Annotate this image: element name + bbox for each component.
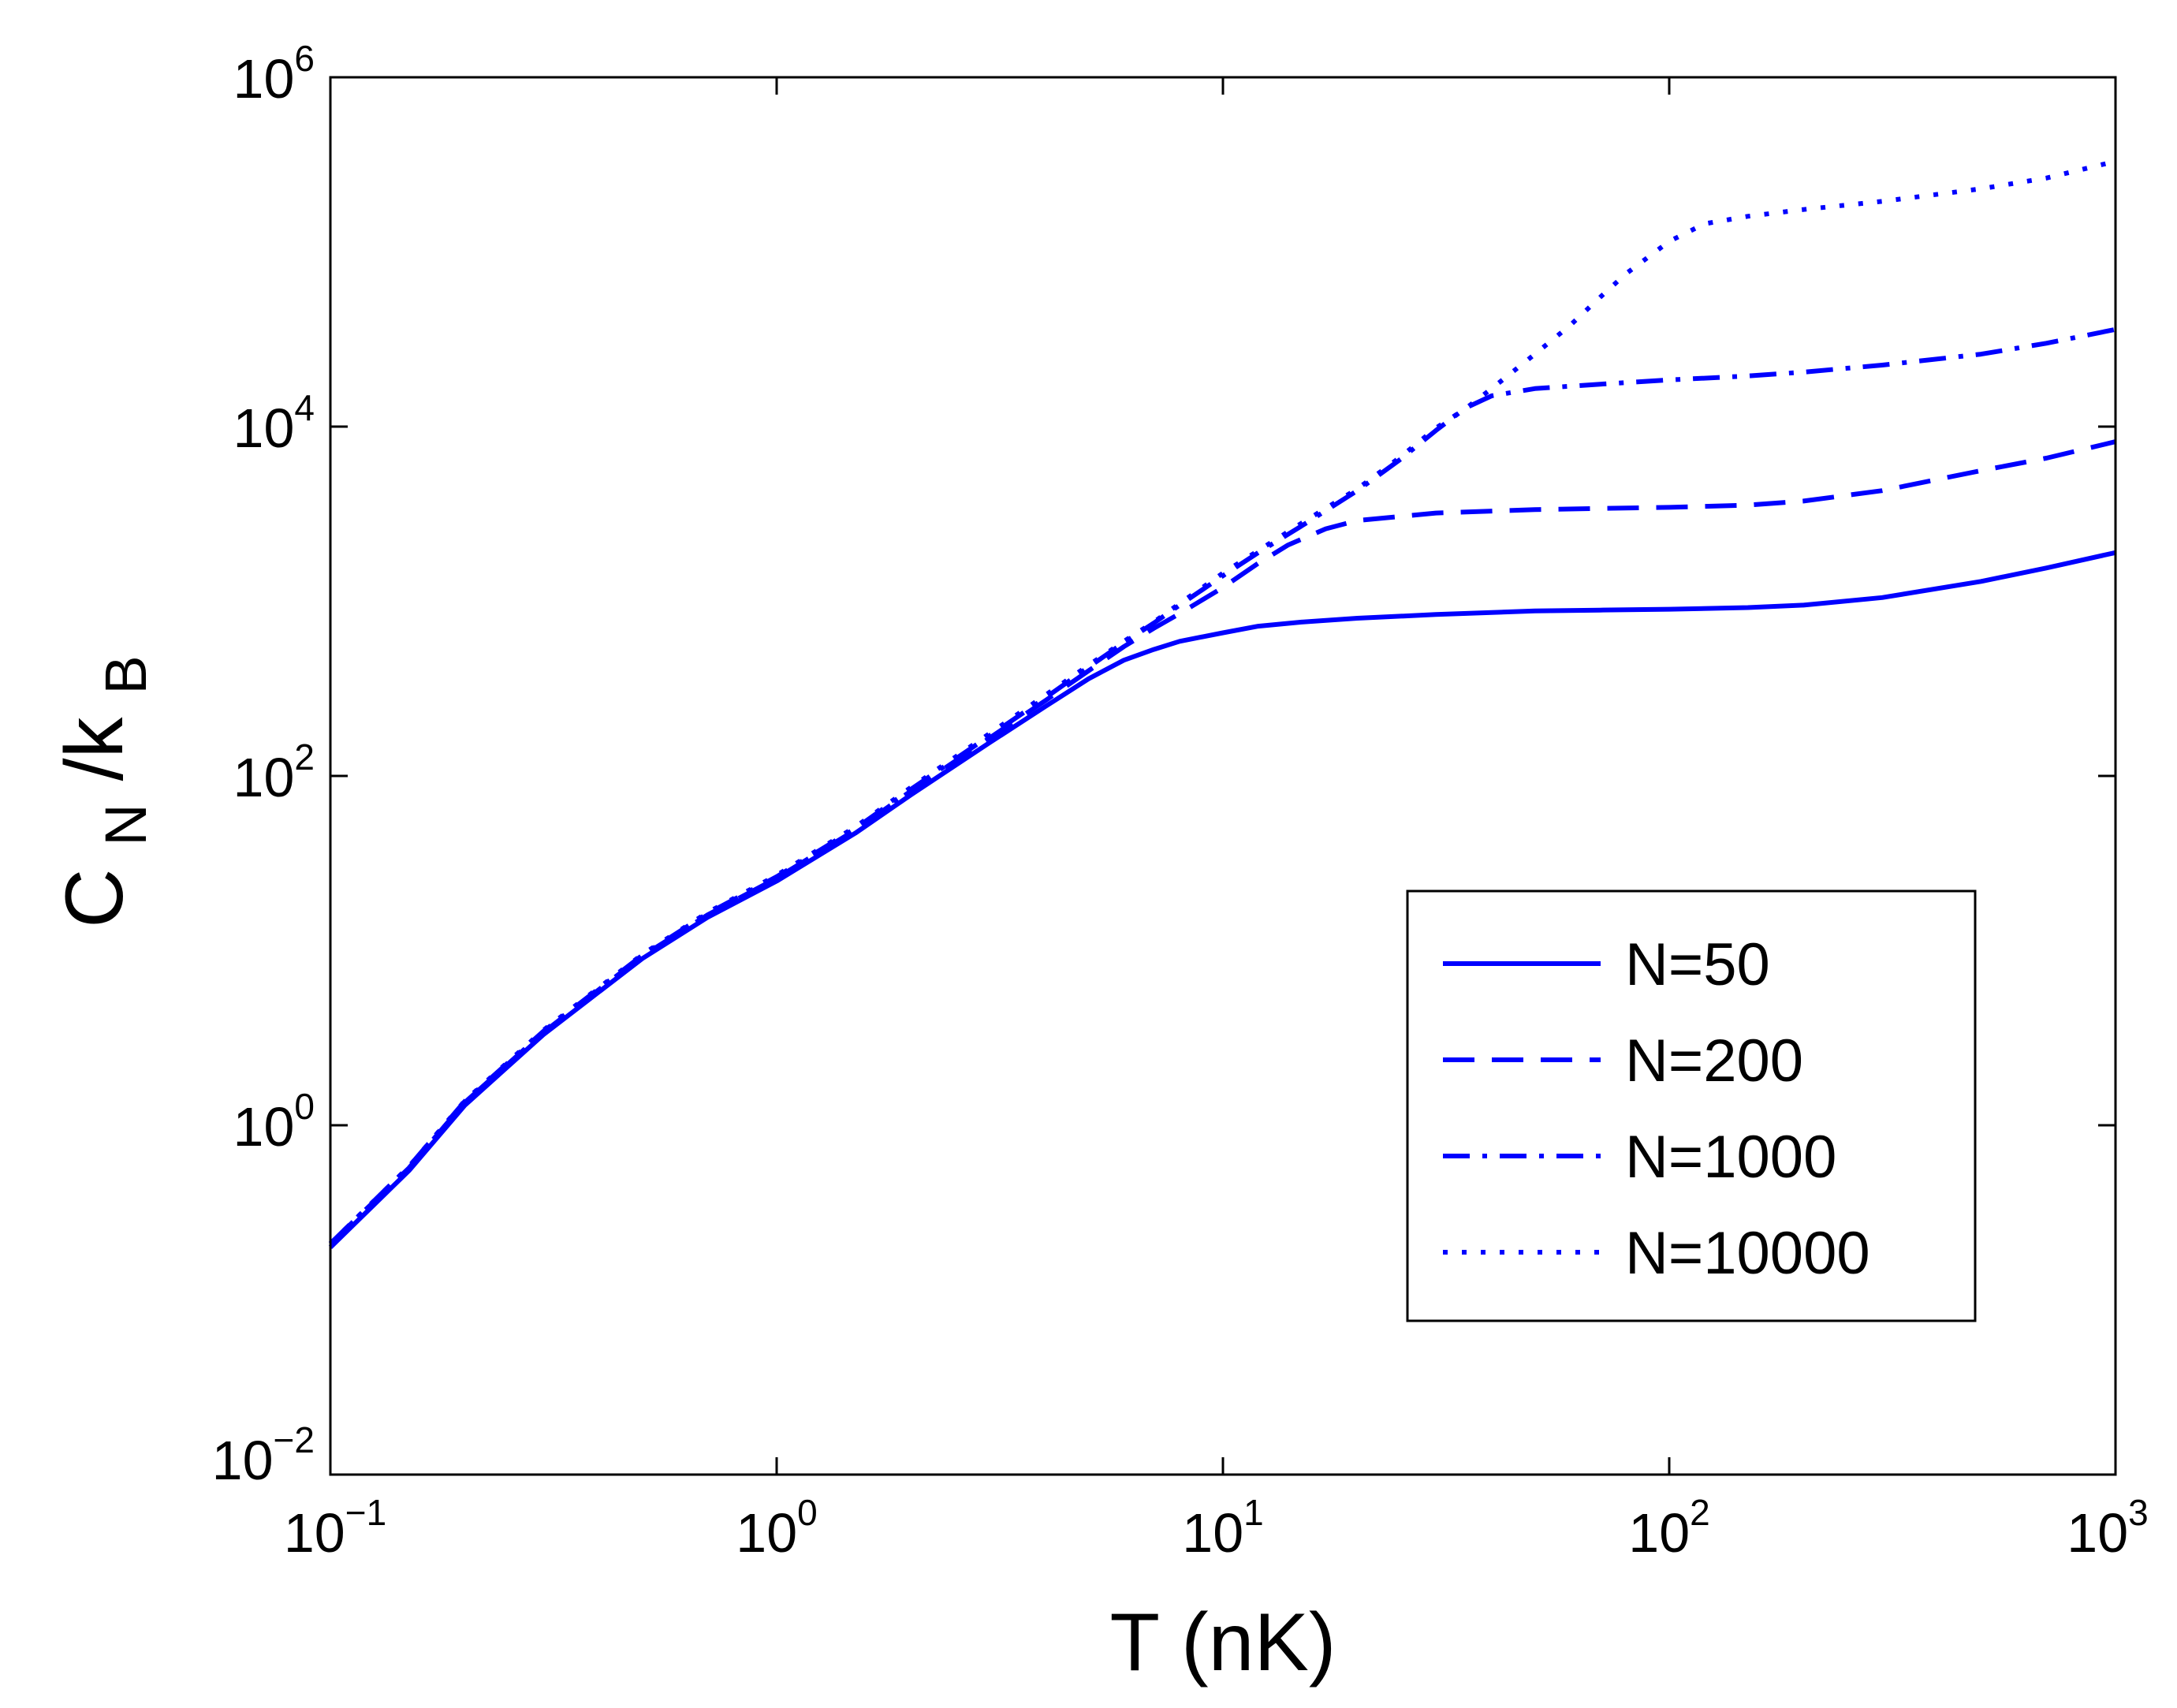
x-tick-label-base: 10 [284,1502,345,1564]
y-tick-label-exp: 6 [294,38,315,79]
x-tick-label-exp: −1 [345,1492,386,1533]
y-tick-label: 104 [233,387,315,459]
y-tick-label-base: 10 [233,1096,295,1158]
series-line-n-10000 [328,158,2116,1246]
x-tick-label: 103 [2067,1492,2148,1564]
x-tick-label: 102 [1628,1492,1709,1564]
x-tick-label: 10−1 [284,1492,386,1564]
x-tick-label-base: 10 [736,1502,797,1564]
x-tick-label: 101 [1182,1492,1263,1564]
legend-items: N=50 N=200 N=1000 N=10000 [1443,931,1870,1287]
y-tick-label-base: 10 [212,1430,274,1491]
y-tick-label-base: 10 [233,747,295,808]
series-line-n-200 [328,439,2116,1246]
y-tick-label-exp: 4 [294,387,315,428]
y-tick-label: 106 [233,38,315,110]
series-line-n-1000 [328,326,2116,1246]
y-tick-label-base: 10 [233,48,295,110]
y-axis-title-base: C [49,869,140,928]
series-layer [328,158,2116,1249]
series-line-n-50 [328,550,2116,1249]
x-tick-label-exp: 1 [1243,1492,1264,1533]
x-axis-title: T (nK) [1109,1597,1336,1688]
legend-label-n-1000: N=1000 [1625,1124,1836,1191]
y-tick-label-exp: −2 [274,1419,315,1460]
y-tick-label-exp: 0 [294,1086,315,1127]
x-tick-label-exp: 3 [2128,1492,2149,1533]
x-tick-label-base: 10 [2067,1502,2128,1564]
y-axis-title-sub2: B [93,655,158,694]
y-axis-title-sub1: N [93,804,158,845]
y-tick-label-exp: 2 [294,737,315,778]
legend-label-n-10000: N=10000 [1625,1220,1870,1287]
x-tick-label-exp: 2 [1690,1492,1710,1533]
x-tick-label-base: 10 [1182,1502,1243,1564]
y-tick-label: 102 [233,737,315,808]
y-tick-label: 100 [233,1086,315,1158]
legend-label-n-50: N=50 [1625,931,1770,998]
x-tick-label-exp: 0 [797,1492,818,1533]
y-axis-title: C N /k B [49,655,164,928]
x-tick-label-base: 10 [1628,1502,1690,1564]
y-tick-label: 10−2 [212,1419,315,1491]
y-axis-title-mid: /k [49,717,140,781]
y-tick-label-base: 10 [233,397,295,459]
legend: N=50 N=200 N=1000 N=10000 [1406,889,1977,1322]
x-tick-label: 100 [736,1492,817,1564]
legend-label-n-200: N=200 [1625,1027,1803,1095]
